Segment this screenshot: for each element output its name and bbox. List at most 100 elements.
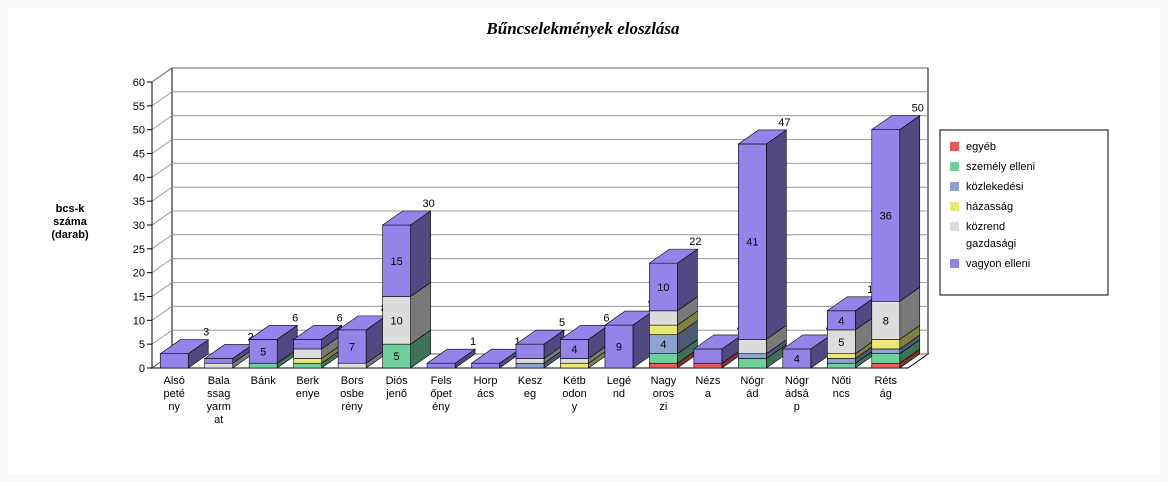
bar-segment: [515, 362, 545, 369]
segment-label: 10: [390, 315, 402, 327]
y-tick-label: 50: [133, 125, 145, 137]
bar-segment: [738, 358, 767, 369]
x-tick-label: Kétb odon y: [562, 375, 586, 413]
segment-label: 4: [660, 339, 666, 351]
y-tick-label: 35: [133, 196, 145, 208]
x-tick-label: Bánk: [251, 375, 277, 387]
bar-segment: [382, 296, 411, 345]
y-tick-label: 40: [133, 172, 145, 184]
legend-swatch: [950, 222, 959, 231]
grid-line: [151, 139, 928, 154]
bar-segment: [248, 362, 278, 369]
bar-top: [648, 248, 699, 264]
x-tick-label: Nagy oros zi: [651, 375, 677, 413]
total-label: 6: [337, 312, 343, 324]
bar-segment: [826, 358, 856, 364]
legend-label: házasság: [966, 201, 1013, 213]
legend: [939, 129, 1109, 296]
bar-top: [381, 210, 432, 226]
bar-segment: [560, 358, 589, 364]
bar-segment: [604, 324, 634, 369]
y-tick-label: 5: [139, 339, 145, 351]
total-label: 1: [514, 336, 520, 348]
bar-top: [870, 115, 921, 130]
x-tick-label: Nőti ncs: [832, 375, 852, 400]
grid-line: [151, 67, 928, 83]
total-label: 1: [470, 336, 476, 348]
bar-top: [737, 129, 788, 145]
bar-segment: [826, 353, 856, 359]
segment-label: 41: [746, 237, 758, 249]
segment-label: 5: [838, 337, 844, 349]
bar-segment: [204, 362, 234, 369]
bar-segment: [738, 353, 767, 359]
legend-swatch: [950, 142, 959, 151]
y-tick-label: 60: [133, 77, 145, 89]
y-tick-label: 20: [133, 268, 145, 280]
legend-swatch: [950, 202, 959, 211]
segment-label: 7: [349, 342, 355, 354]
bar-segment: [649, 262, 678, 312]
x-tick-label: Alsó peté ny: [164, 375, 185, 413]
bar-segment: [871, 129, 901, 302]
bar-top: [426, 348, 477, 364]
bar-segment: [738, 143, 767, 340]
bar-segment: [871, 348, 901, 354]
segment-label: 4: [794, 353, 800, 365]
bar-side: [410, 210, 431, 298]
x-tick-label: Berk enye: [296, 375, 320, 400]
bar-segment: [871, 353, 901, 364]
bar-segment: [649, 324, 678, 335]
total-label: 50: [912, 103, 924, 115]
grid-line: [151, 162, 928, 178]
chart-title: Bűncselekmények eloszlása: [485, 19, 680, 38]
total-label: 22: [689, 236, 701, 248]
bar-segment: [515, 343, 545, 359]
x-tick-label: Bors osbe rény: [340, 375, 364, 413]
grid-line: [151, 234, 928, 250]
segment-label: 8: [883, 315, 889, 327]
legend-label: közlekedési: [966, 181, 1023, 193]
legend-swatch: [950, 182, 959, 191]
x-tick-label: Kesz eg: [518, 375, 542, 400]
total-label: 47: [778, 117, 790, 129]
bar-segment: [560, 362, 589, 369]
segment-label: 36: [880, 210, 892, 222]
bar-segment: [738, 339, 767, 354]
grid-line: [151, 91, 928, 107]
y-tick-label: 15: [133, 292, 145, 304]
total-label: 5: [559, 317, 565, 329]
x-tick-label: Nézs a: [695, 375, 721, 400]
bar-segment: [871, 339, 901, 350]
bar-segment: [204, 358, 234, 364]
bar-segment: [159, 353, 189, 369]
legend-label: egyéb: [966, 141, 996, 153]
y-tick-label: 45: [133, 149, 145, 161]
bar-segment: [293, 362, 322, 369]
bar-segment: [293, 358, 322, 364]
total-label: 6: [603, 312, 609, 324]
bar-segment: [693, 348, 723, 364]
bar-side: [766, 129, 787, 340]
segment-label: 5: [260, 346, 266, 358]
y-tick-label: 55: [133, 101, 145, 113]
x-tick-label: Legé nd: [607, 375, 631, 400]
x-tick-label: Nógr ádsá p: [785, 375, 810, 413]
bar-segment: [649, 362, 678, 369]
bar-segment: [426, 362, 456, 369]
segment-label: 4: [838, 315, 844, 327]
bar-segment: [471, 362, 500, 369]
x-tick-label: Horp ács: [474, 375, 498, 400]
bar-segment: [382, 224, 411, 297]
legend-label: vagyon elleni: [966, 258, 1030, 270]
x-tick-label: Nógr ád: [740, 375, 764, 400]
grid-line: [151, 186, 928, 202]
bar-top: [248, 325, 299, 340]
legend-swatch: [950, 259, 959, 268]
bar-segment: [337, 362, 367, 369]
grid-line: [151, 115, 928, 130]
y-axis-label: bcs-k száma (darab): [51, 203, 89, 241]
legend-label: személy elleni: [966, 161, 1035, 173]
bar-side: [899, 115, 921, 302]
